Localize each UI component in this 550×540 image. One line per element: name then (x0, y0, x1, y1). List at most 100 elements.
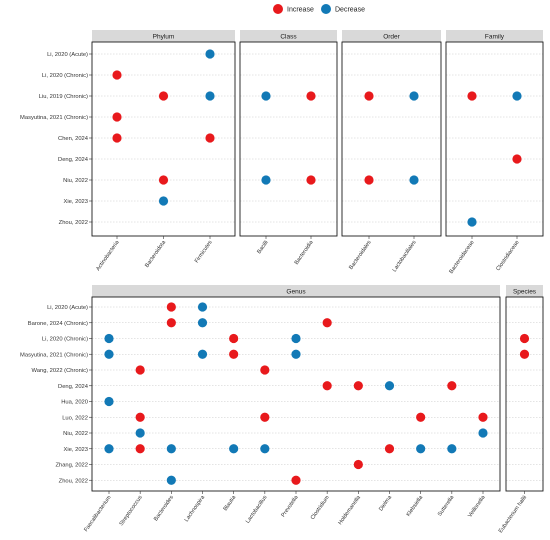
point-increase-eubacterium-hallii (519, 333, 530, 344)
facet-row-bottom: Li, 2020 (Acute) Barone, 2024 (Chronic) Li… (20, 285, 544, 535)
y-tick-label: Li, 2020 (Acute) (47, 52, 88, 58)
point-decrease-bacilli (261, 175, 271, 185)
point-decrease-sutterella (447, 444, 457, 454)
y-tick-label: Masyutina, 2021 (Chronic) (20, 115, 88, 121)
panel-background (506, 297, 543, 491)
point-increase-clostridium (322, 381, 332, 391)
point-increase-prevotella (291, 475, 301, 485)
point-decrease-clostridiaceae (512, 91, 522, 101)
strip-species (506, 285, 543, 297)
y-tick-label: Barone, 2024 (Chronic) (28, 321, 88, 327)
point-decrease-veillonella (478, 428, 488, 438)
point-decrease-faecalibacterium (104, 349, 114, 359)
point-decrease-bacteroidota (158, 196, 169, 206)
x-tick-label: Faecalibacterium (83, 494, 113, 533)
point-increase-lactobacillus (260, 412, 270, 422)
x-tick-label: Lactobacillus (245, 495, 269, 525)
point-increase-bacteroidia (306, 175, 316, 185)
point-decrease-blautia (229, 444, 239, 454)
point-increase-actinobacteria (112, 133, 122, 143)
point-increase-clostridiaceae (512, 154, 522, 164)
x-tick-label: Firmicutes (194, 240, 214, 265)
point-increase-streptococcus (135, 412, 145, 422)
x-tick-label: Streptococcus (119, 495, 144, 528)
x-tick-label: Sutterella (437, 494, 456, 518)
point-increase-bacteroides (166, 302, 176, 312)
strip-label: Family (485, 33, 505, 40)
point-decrease-klebsiella (416, 444, 426, 454)
panel-background (342, 42, 441, 236)
x-tick-label: Actinobacteria (95, 239, 121, 272)
point-increase-actinobacteria (112, 112, 122, 122)
y-tick-label: Li, 2020 (Chronic) (42, 73, 88, 79)
panel-border (239, 41, 338, 237)
point-decrease-prevotella (291, 349, 301, 359)
x-tick-label: Bacteroidota (144, 239, 167, 269)
point-increase-bacteroidia (306, 91, 316, 101)
y-tick-label: Niu, 2022 (63, 431, 88, 437)
x-tick-label: Lachnospira (184, 494, 207, 523)
point-decrease-prevotella (291, 333, 301, 344)
x-tick-label: Blautia (223, 494, 238, 512)
x-tick-label: Bacteroidales (348, 240, 372, 271)
y-tick-label: Liu, 2019 (Chronic) (39, 94, 88, 100)
point-decrease-lactobacillales (409, 91, 419, 101)
point-decrease-bacteroides (166, 475, 176, 485)
y-tick-label: Zhang, 2022 (55, 463, 88, 469)
point-decrease-faecalibacterium (104, 444, 114, 454)
panel-background (240, 42, 337, 236)
point-increase-bacteroidota (158, 175, 169, 185)
point-decrease-firmicutes (205, 91, 215, 101)
point-decrease-lactobacillus (260, 444, 270, 454)
panel-species: Species Eubacterium hallii (498, 285, 544, 535)
panel-background (446, 42, 543, 236)
point-increase-bacteroides (166, 318, 176, 328)
legend-label-increase: Increase (287, 7, 314, 14)
y-tick-label: Zhou, 2022 (59, 220, 88, 226)
facet-row-top: Li, 2020 (Acute) Li, 2020 (Chronic) Liu, 2… (20, 30, 544, 275)
legend-key-increase (273, 4, 283, 14)
x-tick-label: Eubacterium hallii (498, 495, 528, 535)
y-tick-label: Li, 2020 (Chronic) (42, 337, 88, 343)
legend-label-decrease: Decrease (335, 7, 365, 14)
x-tick-label: Clostridiaceae (495, 240, 520, 272)
panel-class: Class Bacilli Bacteroidia (239, 30, 338, 266)
y-tick-label: Deng, 2024 (58, 384, 89, 390)
y-tick-label: Hua, 2020 (61, 400, 88, 406)
x-tick-label: Prevotella (280, 494, 300, 519)
x-tick-label: Lactobacillales (392, 240, 418, 274)
point-increase-actinobacteria (112, 70, 122, 80)
point-decrease-dielma (384, 381, 395, 391)
point-decrease-streptococcus (135, 428, 145, 438)
point-increase-bacteroidaceae (467, 91, 477, 101)
point-increase-eubacterium-hallii (519, 349, 530, 359)
y-tick-label: Chen, 2024 (58, 136, 89, 142)
point-increase-bacteroidales (364, 175, 374, 185)
panel-border (341, 41, 442, 237)
x-tick-label: Veillonella (467, 494, 487, 519)
point-increase-holdemanella (353, 381, 363, 391)
point-decrease-firmicutes (205, 49, 215, 59)
x-tick-label: Bacteroides (153, 495, 175, 523)
strip-label: Order (383, 33, 400, 40)
y-tick-label: Masyutina, 2021 (Chronic) (20, 352, 88, 358)
point-decrease-lactobacillales (409, 175, 419, 185)
strip-family (446, 30, 543, 42)
point-increase-veillonella (478, 412, 488, 422)
y-tick-label: Xie, 2023 (64, 447, 89, 453)
point-decrease-lachnospira (197, 349, 208, 359)
panel-order: Order Bacteroidales Lactobacillales (341, 30, 442, 274)
strip-label: Class (280, 33, 297, 40)
y-tick-label: Zhou, 2022 (59, 478, 88, 484)
legend: Increase Decrease (273, 4, 365, 14)
point-increase-clostridium (322, 318, 332, 328)
point-increase-lactobacillus (260, 365, 270, 375)
x-tick-label: Bacteroidaceae (448, 240, 475, 275)
strip-genus (92, 285, 500, 297)
point-decrease-bacteroides (166, 444, 176, 454)
point-decrease-lachnospira (197, 302, 208, 312)
strip-class (240, 30, 337, 42)
x-tick-label: Clostridium (310, 494, 331, 521)
point-decrease-faecalibacterium (104, 396, 114, 407)
